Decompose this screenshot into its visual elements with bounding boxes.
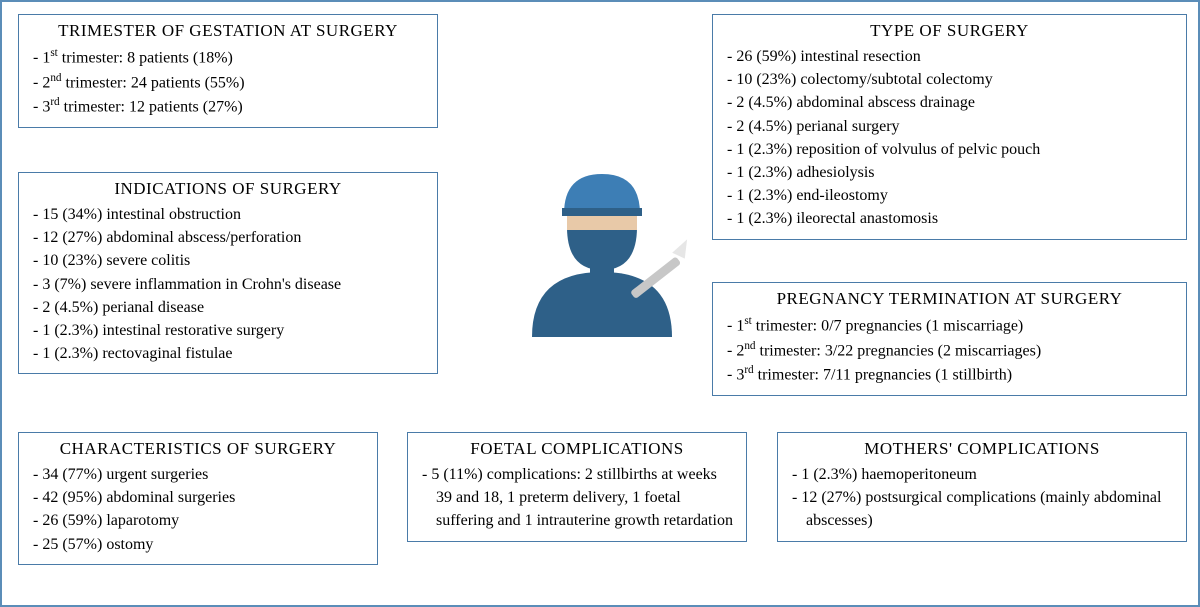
list-item: 3 (7%) severe inflammation in Crohn's di…: [33, 273, 427, 296]
list-item: 1st trimester: 0/7 pregnancies (1 miscar…: [727, 313, 1176, 338]
box-mothers: MOTHERS' COMPLICATIONS 1 (2.3%) haemoper…: [777, 432, 1187, 542]
box-title: TRIMESTER OF GESTATION AT SURGERY: [29, 21, 427, 41]
box-title: PREGNANCY TERMINATION AT SURGERY: [723, 289, 1176, 309]
list-item: 2nd trimester: 24 patients (55%): [33, 70, 427, 95]
list-item: 25 (57%) ostomy: [33, 533, 367, 556]
box-list: 5 (11%) complications: 2 stillbirths at …: [418, 463, 736, 533]
box-title: INDICATIONS OF SURGERY: [29, 179, 427, 199]
list-item: 15 (34%) intestinal obstruction: [33, 203, 427, 226]
box-list: 15 (34%) intestinal obstruction12 (27%) …: [29, 203, 427, 365]
list-item: 34 (77%) urgent surgeries: [33, 463, 367, 486]
box-list: 1st trimester: 8 patients (18%)2nd trime…: [29, 45, 427, 119]
list-item: 2 (4.5%) abdominal abscess drainage: [727, 91, 1176, 114]
box-title: CHARACTERISTICS OF SURGERY: [29, 439, 367, 459]
list-item: 26 (59%) intestinal resection: [727, 45, 1176, 68]
list-item: 12 (27%) abdominal abscess/perforation: [33, 226, 427, 249]
box-list: 1 (2.3%) haemoperitoneum12 (27%) postsur…: [788, 463, 1176, 533]
list-item: 2nd trimester: 3/22 pregnancies (2 misca…: [727, 338, 1176, 363]
box-title: MOTHERS' COMPLICATIONS: [788, 439, 1176, 459]
list-item: 1 (2.3%) haemoperitoneum: [792, 463, 1176, 486]
box-indications: INDICATIONS OF SURGERY 15 (34%) intestin…: [18, 172, 438, 374]
box-termination: PREGNANCY TERMINATION AT SURGERY 1st tri…: [712, 282, 1187, 396]
surgeon-icon: [512, 142, 692, 342]
list-item: 5 (11%) complications: 2 stillbirths at …: [422, 463, 736, 533]
box-title: TYPE OF SURGERY: [723, 21, 1176, 41]
list-item: 10 (23%) severe colitis: [33, 249, 427, 272]
list-item: 1 (2.3%) end-ileostomy: [727, 184, 1176, 207]
list-item: 10 (23%) colectomy/subtotal colectomy: [727, 68, 1176, 91]
list-item: 3rd trimester: 12 patients (27%): [33, 94, 427, 119]
box-list: 34 (77%) urgent surgeries42 (95%) abdomi…: [29, 463, 367, 556]
list-item: 1 (2.3%) adhesiolysis: [727, 161, 1176, 184]
box-foetal: FOETAL COMPLICATIONS 5 (11%) complicatio…: [407, 432, 747, 542]
list-item: 26 (59%) laparotomy: [33, 509, 367, 532]
list-item: 1st trimester: 8 patients (18%): [33, 45, 427, 70]
list-item: 1 (2.3%) intestinal restorative surgery: [33, 319, 427, 342]
box-list: 26 (59%) intestinal resection10 (23%) co…: [723, 45, 1176, 231]
list-item: 1 (2.3%) reposition of volvulus of pelvi…: [727, 138, 1176, 161]
box-characteristics: CHARACTERISTICS OF SURGERY 34 (77%) urge…: [18, 432, 378, 565]
box-title: FOETAL COMPLICATIONS: [418, 439, 736, 459]
list-item: 2 (4.5%) perianal disease: [33, 296, 427, 319]
list-item: 3rd trimester: 7/11 pregnancies (1 still…: [727, 362, 1176, 387]
list-item: 2 (4.5%) perianal surgery: [727, 115, 1176, 138]
box-trimester: TRIMESTER OF GESTATION AT SURGERY 1st tr…: [18, 14, 438, 128]
box-type: TYPE OF SURGERY 26 (59%) intestinal rese…: [712, 14, 1187, 240]
box-list: 1st trimester: 0/7 pregnancies (1 miscar…: [723, 313, 1176, 387]
list-item: 1 (2.3%) ileorectal anastomosis: [727, 207, 1176, 230]
list-item: 12 (27%) postsurgical complications (mai…: [792, 486, 1176, 532]
list-item: 1 (2.3%) rectovaginal fistulae: [33, 342, 427, 365]
list-item: 42 (95%) abdominal surgeries: [33, 486, 367, 509]
